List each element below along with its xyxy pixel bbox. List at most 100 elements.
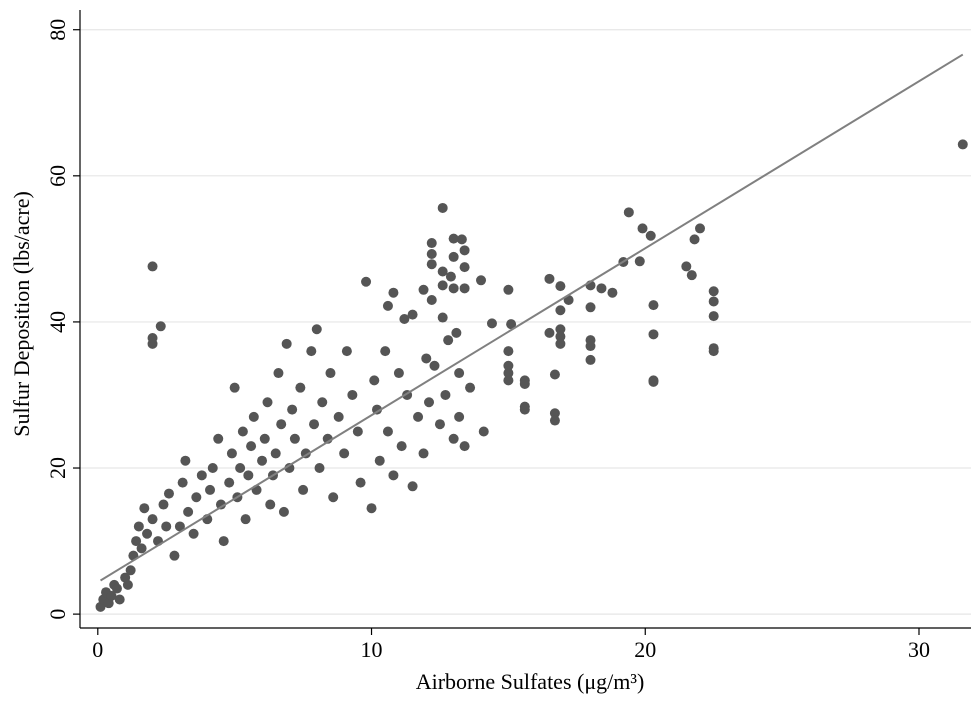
point — [262, 397, 273, 408]
point — [380, 346, 391, 357]
point — [708, 296, 719, 307]
point — [366, 503, 377, 514]
point — [218, 536, 229, 547]
point — [295, 382, 306, 393]
point — [298, 484, 309, 495]
point — [585, 341, 596, 352]
point — [549, 369, 560, 380]
point — [623, 207, 634, 218]
y-tick-label: 60 — [45, 165, 70, 187]
point — [382, 426, 393, 437]
point — [328, 492, 339, 503]
point — [278, 506, 289, 517]
point — [506, 319, 517, 330]
point — [448, 283, 459, 294]
point — [147, 514, 158, 525]
point — [226, 448, 237, 459]
point — [478, 426, 489, 437]
point — [555, 338, 566, 349]
point — [311, 324, 322, 335]
point — [317, 397, 328, 408]
point — [451, 327, 462, 338]
point — [207, 463, 218, 474]
point — [426, 259, 437, 270]
point — [648, 376, 659, 387]
point — [213, 433, 224, 444]
point — [437, 202, 448, 213]
point — [224, 477, 235, 488]
point — [281, 338, 292, 349]
point — [448, 251, 459, 262]
point — [347, 389, 358, 400]
point — [454, 411, 465, 422]
point — [407, 309, 418, 320]
point — [309, 419, 320, 430]
point — [443, 335, 454, 346]
y-tick-label: 40 — [45, 311, 70, 333]
y-tick-label: 80 — [45, 19, 70, 41]
point — [503, 284, 514, 295]
point — [131, 536, 142, 547]
point — [426, 248, 437, 259]
point — [361, 276, 372, 287]
point — [555, 305, 566, 316]
x-tick-label: 20 — [634, 637, 656, 662]
point — [437, 266, 448, 277]
point — [555, 331, 566, 342]
point — [407, 481, 418, 492]
point — [519, 404, 530, 415]
point — [248, 411, 259, 422]
point — [681, 261, 692, 272]
point — [341, 346, 352, 357]
point — [648, 329, 659, 340]
point — [519, 379, 530, 390]
point — [215, 499, 226, 510]
point — [459, 245, 470, 256]
point — [695, 223, 706, 234]
point — [686, 270, 697, 281]
point — [257, 455, 268, 466]
point — [503, 346, 514, 357]
point — [289, 433, 300, 444]
point — [437, 312, 448, 323]
point — [648, 300, 659, 311]
point — [183, 506, 194, 517]
point — [352, 426, 363, 437]
point — [133, 521, 144, 532]
point — [448, 233, 459, 244]
point — [503, 360, 514, 371]
point — [418, 284, 429, 295]
point — [240, 514, 251, 525]
point — [393, 368, 404, 379]
point — [177, 477, 188, 488]
point — [634, 256, 645, 267]
point — [426, 295, 437, 306]
point — [549, 415, 560, 426]
point — [382, 300, 393, 311]
point — [689, 234, 700, 245]
point — [645, 230, 656, 241]
point — [372, 404, 382, 415]
point — [424, 397, 435, 408]
point — [147, 261, 158, 272]
point — [163, 488, 174, 499]
point — [158, 499, 169, 510]
point — [503, 368, 514, 379]
point — [388, 470, 399, 481]
point — [459, 283, 470, 294]
point — [448, 433, 459, 444]
point — [136, 543, 147, 554]
x-tick-label: 10 — [361, 637, 383, 662]
point — [161, 521, 172, 532]
point — [287, 404, 298, 415]
point — [418, 448, 429, 459]
point — [957, 139, 968, 150]
point — [205, 484, 216, 495]
point — [440, 389, 451, 400]
point — [237, 426, 248, 437]
point — [413, 411, 424, 422]
point — [503, 375, 514, 386]
point — [421, 353, 432, 364]
point — [306, 346, 317, 357]
